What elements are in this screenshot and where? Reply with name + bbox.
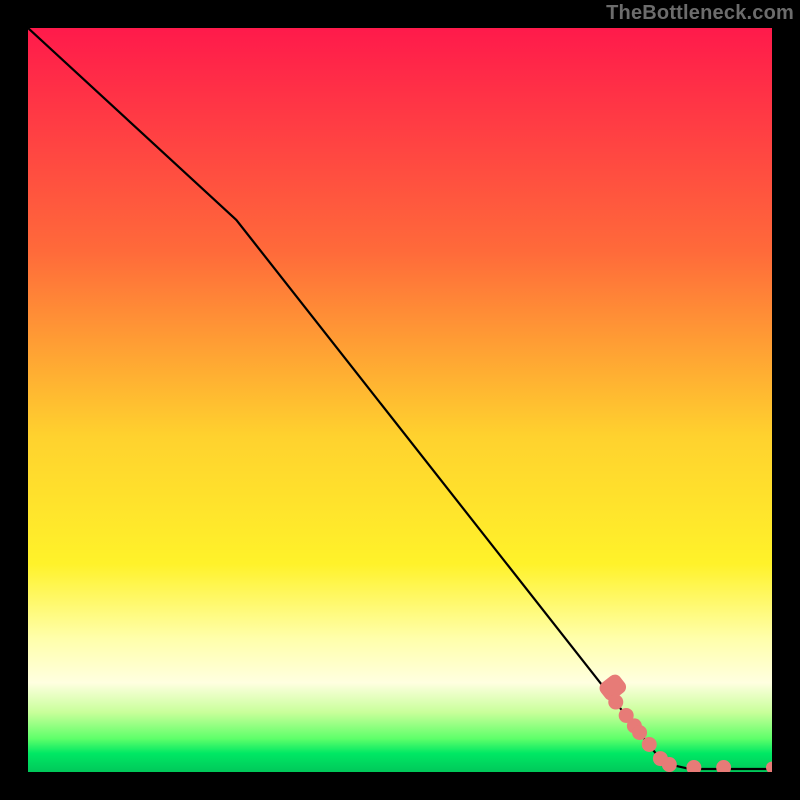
watermark-text: TheBottleneck.com	[606, 2, 794, 25]
data-marker	[608, 695, 623, 710]
data-marker	[662, 757, 677, 772]
bottleneck-chart-svg	[28, 28, 772, 772]
data-marker	[632, 725, 647, 740]
bottleneck-chart	[28, 28, 772, 772]
data-marker	[642, 737, 657, 752]
gradient-background	[28, 28, 772, 772]
